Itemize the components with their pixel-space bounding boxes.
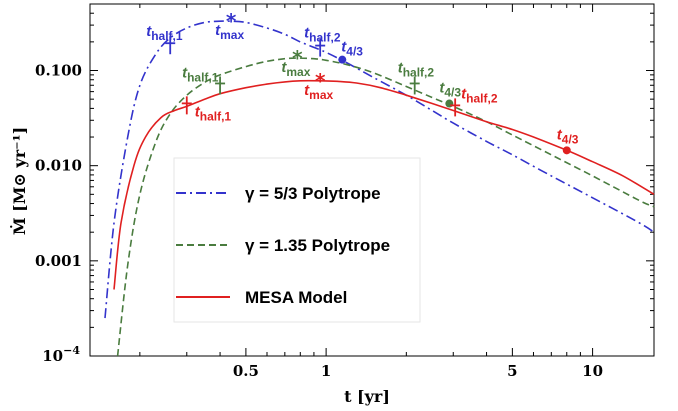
star-marker-star-max-3333cc: * bbox=[226, 9, 237, 33]
legend-box bbox=[173, 157, 421, 323]
data-series bbox=[104, 20, 655, 357]
star-marker-star-max-e02020: * bbox=[315, 69, 326, 93]
x-tick-label-0-5: 0.5 bbox=[233, 362, 259, 380]
gamma-1-35-curve bbox=[116, 57, 655, 357]
star-marker-star-max-4a7c3f: * bbox=[292, 46, 303, 70]
dot-marker-dot-4-3-3333cc bbox=[338, 55, 347, 64]
x-tick-label-5: 5 bbox=[507, 362, 517, 380]
x-axis-label: t [yr] bbox=[344, 387, 390, 406]
annotation-label-star-max-3333cc: tmax bbox=[215, 22, 244, 42]
annotation-label-dagger-half-1-4a7c3f: thalf,1 bbox=[182, 64, 219, 84]
x-tick-label-10: 10 bbox=[582, 362, 603, 380]
dot-marker-dot-4-3-e02020 bbox=[562, 146, 571, 155]
legend: γ = 5/3 Polytrope γ = 1.35 Polytrope MES… bbox=[173, 157, 421, 323]
x-tick-label-1: 1 bbox=[321, 362, 331, 380]
y-tick-label-0-001: 0.001 bbox=[35, 252, 82, 270]
annotation-label-dagger-half-1-3333cc: thalf,1 bbox=[146, 23, 183, 43]
axis-tick-labels: 0.5 1 5 10 10−4 0.001 0.010 0.100 bbox=[35, 62, 603, 380]
mesa-curve bbox=[113, 79, 655, 290]
annotation-label-dagger-half-2-e02020: thalf,2 bbox=[461, 85, 498, 105]
annotation-label-dot-4-3-4a7c3f: t4/3 bbox=[439, 80, 461, 100]
y-tick-label-10-4: 10−4 bbox=[42, 344, 80, 365]
dot-marker-dot-4-3-4a7c3f bbox=[445, 99, 454, 108]
gamma-5-3-curve bbox=[104, 20, 655, 319]
y-tick-label-0-100: 0.100 bbox=[35, 62, 82, 80]
annotation-label-star-max-4a7c3f: tmax bbox=[281, 59, 310, 79]
legend-label-gamma-5-3: γ = 5/3 Polytrope bbox=[245, 184, 381, 203]
annotation-label-dagger-half-2-4a7c3f: thalf,2 bbox=[398, 59, 435, 79]
legend-label-mesa: MESA Model bbox=[245, 288, 347, 307]
y-axis-label: Ṁ [M⊙ yr⁻¹] bbox=[9, 127, 29, 235]
annotation-label-dot-4-3-e02020: t4/3 bbox=[557, 126, 579, 146]
axis-ticks bbox=[90, 3, 654, 357]
annotation-label-dagger-half-2-3333cc: thalf,2 bbox=[304, 25, 341, 45]
y-tick-label-0-010: 0.010 bbox=[35, 157, 82, 175]
annotation-label-dagger-half-1-e02020: thalf,1 bbox=[195, 103, 232, 123]
annotation-label-star-max-e02020: tmax bbox=[304, 82, 333, 102]
legend-label-gamma-1-35: γ = 1.35 Polytrope bbox=[245, 236, 390, 255]
annotation-label-dot-4-3-3333cc: t4/3 bbox=[341, 39, 363, 59]
